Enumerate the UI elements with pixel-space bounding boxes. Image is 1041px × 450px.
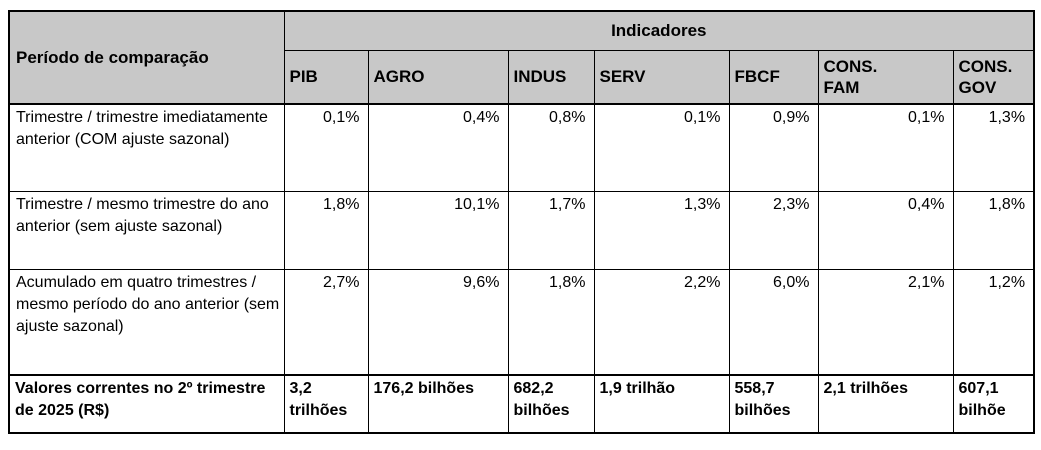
cell-cons-gov: 1,3% [952,103,1035,192]
column-header-agro: AGRO [367,49,509,105]
cell-fbcf: 2,3% [728,190,819,270]
cell-agro: 0,4% [367,103,509,192]
totals-row-label: Valores correntes no 2º trimestre de 202… [8,374,285,434]
cell-cons-fam: 2,1% [817,268,954,376]
table-header: Período de comparação Indicadores PIB AG… [8,10,1035,105]
cell-pib: 2,7% [283,268,369,376]
totals-cell-indus: 682,2 bilhões [507,374,595,434]
totals-cell-agro: 176,2 bilhões [367,374,509,434]
cell-cons-gov: 1,8% [952,190,1035,270]
cell-serv: 2,2% [593,268,730,376]
cell-cons-fam: 0,4% [817,190,954,270]
group-header-indicadores: Indicadores [283,10,1035,51]
column-header-cons-gov: CONS. GOV [952,49,1035,105]
cell-indus: 1,8% [507,268,595,376]
cell-serv: 0,1% [593,103,730,192]
cell-agro: 9,6% [367,268,509,376]
column-header-pib: PIB [283,49,369,105]
group-header-row: Período de comparação Indicadores [8,10,1035,105]
totals-row: Valores correntes no 2º trimestre de 202… [8,374,1035,434]
cell-indus: 0,8% [507,103,595,192]
cell-fbcf: 0,9% [728,103,819,192]
row-label: Acumulado em quatro trimestres / mesmo p… [8,268,285,376]
cell-indus: 1,7% [507,190,595,270]
row-label: Trimestre / trimestre imediatamente ante… [8,103,285,192]
totals-cell-pib: 3,2 trilhões [283,374,369,434]
column-header-cons-fam: CONS. FAM [817,49,954,105]
table-body: Trimestre / trimestre imediatamente ante… [8,103,1035,434]
cell-pib: 1,8% [283,190,369,270]
cell-fbcf: 6,0% [728,268,819,376]
column-header-indus: INDUS [507,49,595,105]
totals-cell-fbcf: 558,7 bilhões [728,374,819,434]
column-header-row: PIB AGRO INDUS SERV FBCF CONS. FAM CONS.… [9,49,1035,105]
totals-cell-serv: 1,9 trilhão [593,374,730,434]
table-row: Trimestre / trimestre imediatamente ante… [8,103,1035,192]
table-row: Acumulado em quatro trimestres / mesmo p… [8,268,1035,376]
column-header-fbcf: FBCF [728,49,819,105]
totals-cell-cons-gov: 607,1 bilhõe [952,374,1035,434]
corner-header-periodo: Período de comparação [8,10,285,105]
indicators-table: Período de comparação Indicadores PIB AG… [8,10,1036,434]
cell-agro: 10,1% [367,190,509,270]
column-header-serv: SERV [593,49,730,105]
cell-serv: 1,3% [593,190,730,270]
cell-cons-gov: 1,2% [952,268,1035,376]
table-row: Trimestre / mesmo trimestre do ano anter… [8,190,1035,270]
cell-cons-fam: 0,1% [817,103,954,192]
totals-cell-cons-fam: 2,1 trilhões [817,374,954,434]
cell-pib: 0,1% [283,103,369,192]
row-label: Trimestre / mesmo trimestre do ano anter… [8,190,285,270]
